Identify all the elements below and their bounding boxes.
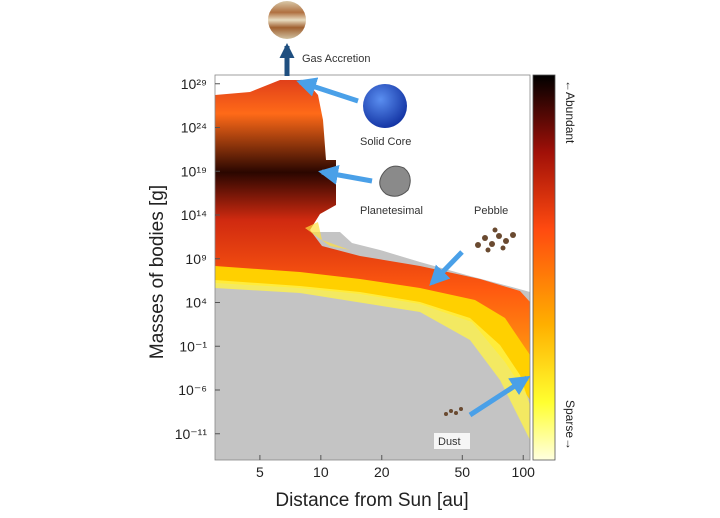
annotation: Planetesimal bbox=[360, 205, 423, 217]
y-tick-label: 10⁴ bbox=[185, 295, 207, 311]
colorbar-bottom-label: Sparse→ bbox=[563, 400, 577, 450]
dust-icon bbox=[444, 407, 463, 416]
x-axis-label: Distance from Sun [au] bbox=[275, 490, 468, 511]
x-tick-label: 5 bbox=[256, 464, 264, 480]
y-tick-label: 10⁻⁶ bbox=[178, 382, 207, 398]
x-tick-label: 20 bbox=[374, 464, 390, 480]
red-region bbox=[215, 80, 530, 360]
pebble-ridge bbox=[305, 222, 350, 250]
colorbar bbox=[532, 74, 556, 461]
annotation: Dust bbox=[438, 436, 461, 448]
colorbar-top-label: ←Abundant bbox=[563, 80, 577, 144]
x-tick-label: 50 bbox=[455, 464, 471, 480]
y-tick-label: 10¹⁴ bbox=[181, 207, 207, 223]
y-tick-label: 10²⁹ bbox=[181, 76, 207, 92]
y-tick-label: 10¹⁹ bbox=[181, 163, 207, 179]
pebble-icon bbox=[475, 227, 516, 253]
dust-arrow bbox=[468, 375, 531, 418]
y-tick-label: 10⁻¹¹ bbox=[175, 426, 208, 442]
y-tick-label: 10⁻¹ bbox=[179, 338, 207, 354]
y-tick-label: 10⁹ bbox=[185, 251, 207, 267]
plot-frame bbox=[214, 74, 531, 461]
y-axis-label: Masses of bodies [g] bbox=[147, 185, 168, 359]
planetesimal-arrow bbox=[318, 164, 373, 185]
axes: 10²⁹ 10²⁴ 10¹⁹ 10¹⁴ 10⁹ 10⁴ 10⁻¹ 10⁻⁶ 10⁻¹¹ 5 10 20… bbox=[175, 76, 535, 480]
yellow-band bbox=[215, 266, 530, 400]
core-arrow bbox=[296, 77, 359, 104]
heatmap bbox=[215, 80, 530, 460]
yellow-edge bbox=[215, 280, 530, 440]
annotation: Solid Core bbox=[360, 136, 411, 148]
y-tick-label: 10²⁴ bbox=[181, 120, 207, 136]
x-tick-label: 100 bbox=[512, 464, 536, 480]
core-icon bbox=[363, 84, 407, 128]
jupiter-icon bbox=[268, 1, 306, 39]
planetesimal-icon bbox=[379, 165, 411, 197]
x-tick-label: 10 bbox=[313, 464, 329, 480]
dust-label-box bbox=[434, 433, 470, 449]
annotation: Pebble bbox=[474, 205, 508, 217]
pebble-arrow bbox=[429, 250, 464, 286]
annotation: Gas Accretion bbox=[302, 53, 370, 65]
